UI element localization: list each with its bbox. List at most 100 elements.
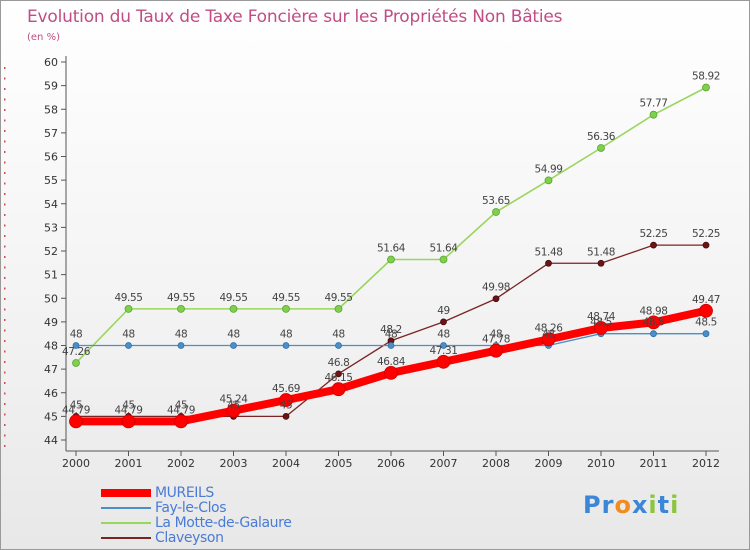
data-point bbox=[177, 342, 185, 349]
data-label: 51.64 bbox=[377, 243, 406, 255]
data-point bbox=[545, 259, 552, 267]
data-point bbox=[279, 393, 293, 407]
series-1 bbox=[69, 303, 713, 429]
data-point bbox=[436, 354, 451, 369]
y-tick-label: 50 bbox=[44, 292, 58, 305]
data-label: 48.26 bbox=[534, 322, 563, 334]
data-label: 48 bbox=[490, 329, 503, 341]
legend-swatch bbox=[101, 522, 151, 524]
data-label: 44.79 bbox=[114, 404, 142, 416]
y-tick-label: 54 bbox=[44, 198, 58, 211]
data-point bbox=[440, 318, 447, 326]
edge-mark bbox=[4, 382, 6, 384]
x-tick-label: 2005 bbox=[325, 457, 353, 470]
data-label: 46.15 bbox=[324, 372, 352, 384]
x-tick-label: 2002 bbox=[167, 457, 195, 470]
data-point bbox=[650, 330, 657, 338]
legend-item: MUREILS bbox=[101, 485, 401, 501]
legend: MUREILS Fay-le-Clos La Motte-de-Galaure Cla… bbox=[101, 485, 401, 546]
x-tick-label: 2000 bbox=[62, 457, 90, 470]
data-label: 48.2 bbox=[380, 324, 402, 336]
data-point bbox=[177, 304, 185, 313]
data-label: 52.25 bbox=[639, 228, 667, 240]
y-tick-label: 44 bbox=[44, 434, 58, 447]
data-point bbox=[335, 370, 342, 378]
edge-mark bbox=[4, 403, 6, 405]
legend-item: Fay-le-Clos bbox=[101, 500, 401, 516]
data-point bbox=[597, 259, 605, 267]
edge-mark bbox=[4, 214, 6, 216]
data-point bbox=[492, 208, 500, 216]
y-tick-label: 45 bbox=[44, 410, 58, 423]
data-point bbox=[439, 255, 448, 264]
data-label: 49 bbox=[437, 305, 450, 317]
data-point bbox=[226, 403, 241, 418]
data-point bbox=[650, 241, 657, 249]
edge-mark bbox=[4, 245, 6, 248]
x-tick-label: 2006 bbox=[377, 457, 405, 470]
y-tick-label: 47 bbox=[44, 363, 58, 376]
edge-mark bbox=[4, 224, 6, 227]
data-label: 47.26 bbox=[62, 346, 91, 358]
data-point bbox=[229, 304, 238, 313]
data-point bbox=[492, 295, 500, 303]
y-tick-label: 53 bbox=[44, 221, 58, 234]
data-label: 45 bbox=[122, 399, 135, 411]
data-label: 48 bbox=[70, 329, 83, 341]
x-ticks: 2000 2001 2002 2003 2004 2005 2006 2007 2008 2009… bbox=[62, 451, 720, 470]
data-label: 48 bbox=[227, 329, 240, 341]
data-point bbox=[702, 330, 710, 338]
data-point bbox=[331, 382, 346, 397]
data-point bbox=[544, 176, 553, 185]
logo-letter: i bbox=[648, 491, 658, 519]
edge-mark bbox=[4, 424, 6, 426]
data-label: 47.31 bbox=[429, 345, 457, 357]
data-point bbox=[69, 414, 83, 429]
legend-label: Claveyson bbox=[155, 530, 224, 546]
data-label: 49.55 bbox=[324, 292, 352, 304]
legend-item: Claveyson bbox=[101, 530, 401, 546]
edge-mark bbox=[4, 350, 6, 353]
edge-mark bbox=[4, 161, 6, 164]
edge-mark bbox=[4, 319, 6, 321]
logo-letter: t bbox=[657, 491, 671, 519]
edge-mark bbox=[4, 308, 6, 311]
edge-mark bbox=[4, 109, 6, 111]
y-tick-label: 51 bbox=[44, 269, 58, 282]
legend-swatch bbox=[101, 489, 151, 497]
data-point bbox=[282, 342, 290, 349]
data-label: 48.74 bbox=[587, 311, 616, 323]
y-tick-label: 46 bbox=[44, 387, 58, 400]
data-label: 45.24 bbox=[219, 394, 248, 406]
edge-mark bbox=[4, 193, 6, 195]
data-label: 48 bbox=[385, 329, 398, 341]
legend-label: Fay-le-Clos bbox=[155, 500, 227, 516]
edge-mark bbox=[4, 445, 6, 447]
data-point bbox=[230, 342, 237, 349]
data-point bbox=[282, 304, 290, 313]
series-4-labels: 45 45 45 45 45 46.8 48.2 49 49.98 51.48 51.48 52.25… bbox=[70, 228, 721, 411]
edge-mark bbox=[4, 77, 6, 80]
data-label: 48.5 bbox=[643, 317, 665, 329]
data-point bbox=[440, 342, 447, 349]
edge-mark bbox=[4, 287, 6, 290]
x-tick-label: 2009 bbox=[535, 457, 563, 470]
edge-mark bbox=[4, 340, 6, 342]
data-point bbox=[541, 332, 556, 347]
edge-mark bbox=[4, 361, 6, 363]
data-label: 48 bbox=[175, 329, 188, 341]
y-tick-label: 49 bbox=[44, 316, 58, 329]
data-point bbox=[702, 83, 710, 92]
data-point bbox=[174, 414, 188, 429]
data-label: 45 bbox=[175, 399, 188, 411]
data-point bbox=[646, 315, 661, 330]
y-tick-label: 52 bbox=[44, 245, 58, 258]
edge-mark bbox=[4, 434, 6, 437]
edge-mark bbox=[4, 172, 6, 174]
edge-mark bbox=[4, 182, 6, 185]
legend-swatch bbox=[101, 537, 151, 539]
x-tick-label: 2010 bbox=[587, 457, 615, 470]
series-1-labels: 44.79 44.79 44.79 45.24 45.69 46.15 46.84 47.31… bbox=[62, 294, 720, 417]
edge-mark bbox=[4, 140, 6, 143]
